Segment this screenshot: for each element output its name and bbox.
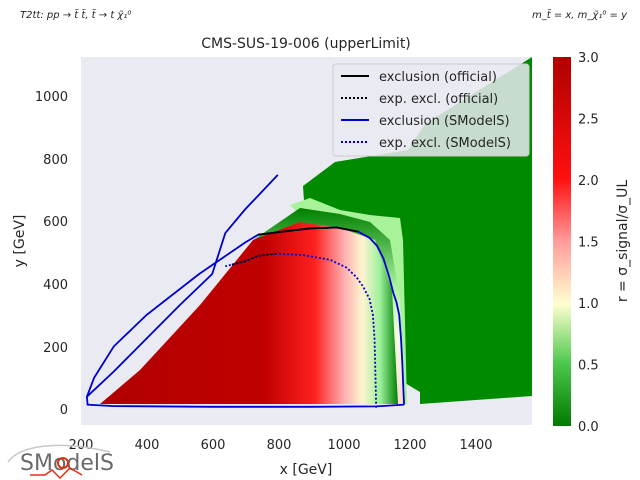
colorbar-tick-label: 2.0 bbox=[578, 174, 599, 189]
colorbar-label: r = σ_signal/σ_UL bbox=[615, 180, 631, 303]
x-ticks: 200 400 600 800 1000 1200 1400 bbox=[69, 438, 493, 453]
legend-box bbox=[332, 63, 530, 157]
colorbar-gradient bbox=[553, 57, 571, 426]
colorbar-tick-label: 0.5 bbox=[578, 359, 599, 374]
logo-red-trace bbox=[30, 467, 83, 480]
legend-label: exp. excl. (SModelS) bbox=[379, 136, 511, 151]
colorbar-tick-label: 1.0 bbox=[578, 297, 599, 312]
logo-swoosh bbox=[7, 444, 111, 463]
model-description: T2tt: pp → t̃ t̃, t̃ → t χ̃₁⁰ bbox=[20, 10, 132, 21]
y-tick-label: 0 bbox=[60, 403, 68, 418]
curve-2 bbox=[257, 226, 359, 236]
y-tick-label: 600 bbox=[43, 215, 68, 230]
legend: exclusion (official) exp. excl. (officia… bbox=[332, 63, 530, 157]
y-tick-label: 1000 bbox=[35, 90, 68, 105]
legend-label: exp. excl. (official) bbox=[379, 92, 498, 107]
contour-curves bbox=[85, 174, 405, 408]
x-tick-label: 1200 bbox=[393, 438, 426, 453]
curve-1 bbox=[225, 252, 378, 408]
x-tick-label: 1400 bbox=[459, 438, 492, 453]
colorbar-tick-label: 1.5 bbox=[578, 236, 599, 251]
colorbar-tick-label: 2.5 bbox=[578, 113, 599, 128]
x-tick-label: 400 bbox=[135, 438, 160, 453]
colorbar: 0.0 0.5 1.0 1.5 2.0 2.5 3.0 r = σ_signal/σ_UL bbox=[553, 51, 631, 435]
colorbar-tick-label: 3.0 bbox=[578, 51, 599, 66]
x-tick-label: 200 bbox=[69, 438, 94, 453]
smodels-logo: SModelS bbox=[7, 444, 114, 480]
heatmap-excluded-region bbox=[100, 222, 398, 404]
y-axis-label: y [GeV] bbox=[12, 215, 28, 268]
legend-label: exclusion (official) bbox=[379, 70, 497, 85]
y-tick-label: 400 bbox=[43, 278, 68, 293]
x-tick-label: 800 bbox=[267, 438, 292, 453]
x-axis-label: x [GeV] bbox=[280, 462, 333, 478]
curve-3 bbox=[231, 252, 278, 266]
legend-label: exclusion (SModelS) bbox=[379, 114, 510, 129]
mass-definition: m_t̃ = x, m_χ̃₁⁰ = y bbox=[531, 10, 627, 21]
curve-4 bbox=[86, 174, 279, 398]
x-tick-label: 600 bbox=[201, 438, 226, 453]
y-ticks: 0 200 400 600 800 1000 bbox=[35, 90, 68, 418]
y-tick-label: 200 bbox=[43, 341, 68, 356]
colorbar-ticks: 0.0 0.5 1.0 1.5 2.0 2.5 3.0 bbox=[578, 51, 599, 435]
logo-circle bbox=[57, 457, 69, 469]
x-tick-label: 1000 bbox=[327, 438, 360, 453]
colorbar-tick-label: 0.0 bbox=[578, 420, 599, 435]
chart-title: CMS-SUS-19-006 (upperLimit) bbox=[201, 36, 411, 52]
y-tick-label: 800 bbox=[43, 153, 68, 168]
